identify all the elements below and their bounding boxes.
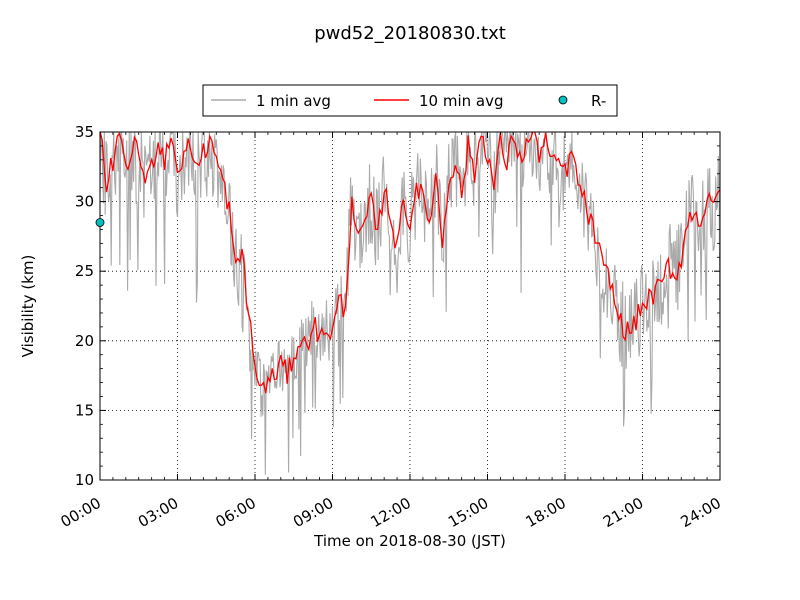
legend-frame <box>202 84 618 117</box>
legend-label-1min: 1 min avg <box>256 92 331 110</box>
y-tick-labels: 10 15 20 25 30 35 <box>75 123 94 489</box>
y-tick-label: 25 <box>75 262 94 280</box>
chart-title: pwd52_20180830.txt <box>314 23 506 44</box>
legend-marker-r-minus <box>558 95 568 105</box>
legend-label-r-minus: R- <box>591 92 606 110</box>
r-minus-marker <box>95 218 105 227</box>
y-tick-label: 30 <box>75 193 94 211</box>
y-tick-label: 15 <box>75 401 94 419</box>
y-tick-label: 20 <box>75 332 94 350</box>
marker-layer <box>95 218 105 227</box>
legend: 1 min avg 10 min avg R- <box>202 84 618 117</box>
grid-layer <box>100 132 720 480</box>
y-tick-label: 35 <box>75 123 94 141</box>
series-layer <box>100 132 720 475</box>
x-axis-label: Time on 2018-08-30 (JST) <box>313 532 506 550</box>
series-10min-avg-line <box>100 132 720 394</box>
series-1min-avg-line <box>100 132 720 475</box>
y-axis-label: Visibility (km) <box>19 255 37 358</box>
y-tick-label: 10 <box>75 471 94 489</box>
tick-layer <box>99 131 721 481</box>
legend-label-10min: 10 min avg <box>419 92 504 110</box>
